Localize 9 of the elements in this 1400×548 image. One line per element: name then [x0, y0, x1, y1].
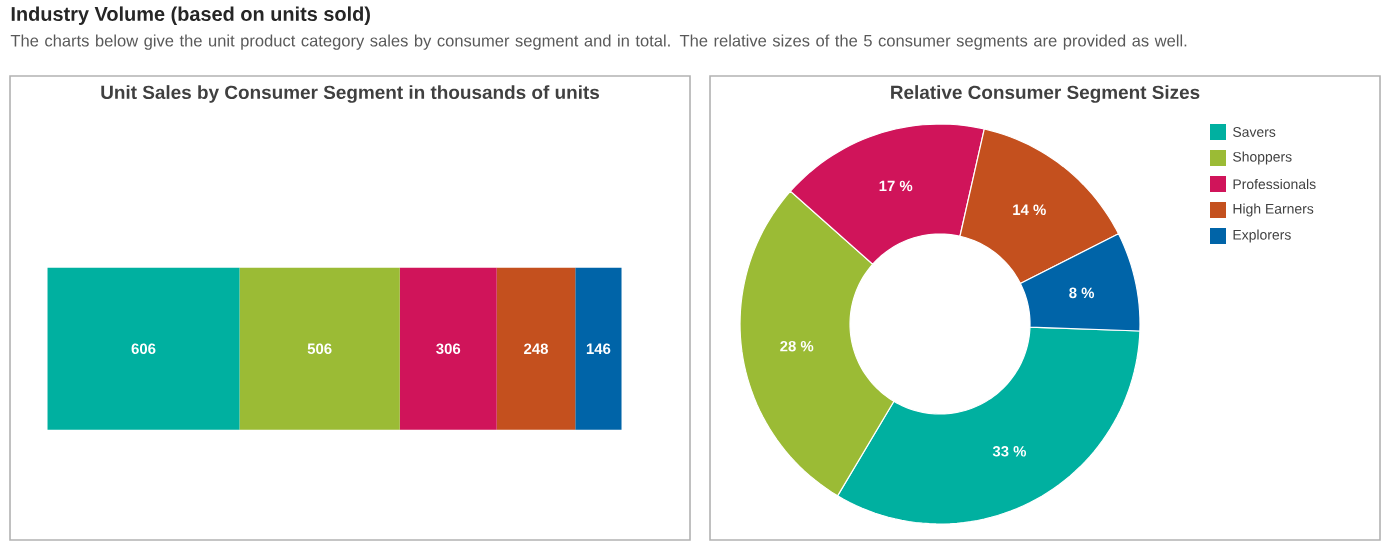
bar	[575, 267, 622, 430]
bar	[496, 267, 576, 430]
chart-title: Relative Consumer Segment Sizes	[891, 85, 1200, 103]
bar	[47, 267, 240, 430]
text: Industry Volume (based on units sold)	[11, 6, 370, 25]
bar	[239, 267, 400, 430]
chart-title: Unit Sales by Consumer Segment in thousands of units	[101, 85, 600, 103]
bar	[399, 267, 497, 430]
text: The charts below give the unit product category sales by consumer segment and in total. The relative sizes of the 5 consumer segments are provided as well.	[10, 34, 1187, 50]
